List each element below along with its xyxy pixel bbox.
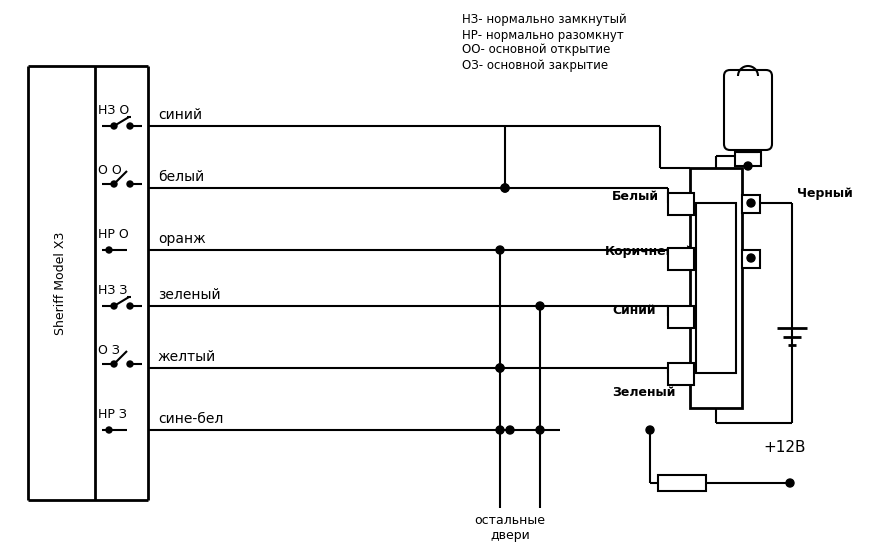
Circle shape (106, 427, 112, 433)
Circle shape (106, 247, 112, 253)
Text: НР З: НР З (98, 408, 127, 421)
Circle shape (496, 364, 504, 372)
Bar (668, 306, 694, 328)
Circle shape (111, 123, 117, 129)
Bar (739, 142, 757, 152)
FancyBboxPatch shape (724, 70, 772, 150)
Text: НЗ З: НЗ З (98, 285, 127, 297)
Text: О О: О О (98, 163, 122, 176)
Text: Коричневый: Коричневый (605, 246, 694, 258)
Circle shape (786, 479, 794, 487)
Text: остальные: остальные (475, 513, 545, 527)
Text: желтый: желтый (158, 350, 217, 364)
Text: НЗ- нормально замкнутый: НЗ- нормально замкнутый (462, 13, 627, 26)
Text: двери: двери (490, 530, 530, 542)
Text: НР О: НР О (98, 228, 129, 242)
Bar (668, 248, 694, 270)
Text: Белый: Белый (612, 190, 659, 204)
Text: Синий: Синий (612, 304, 656, 316)
Bar (668, 193, 694, 215)
Bar (668, 363, 694, 385)
Bar (690, 168, 742, 408)
Text: +12В: +12В (764, 440, 806, 455)
Circle shape (127, 181, 133, 187)
Circle shape (506, 426, 514, 434)
Circle shape (496, 246, 504, 254)
Text: оранж: оранж (158, 232, 206, 246)
Bar (742, 195, 760, 213)
Circle shape (496, 426, 504, 434)
Text: ОЗ- основной закрытие: ОЗ- основной закрытие (462, 59, 608, 71)
Text: НР- нормально разомкнут: НР- нормально разомкнут (462, 28, 624, 41)
Circle shape (111, 303, 117, 309)
Text: синий: синий (158, 108, 202, 122)
Text: белый: белый (158, 170, 204, 184)
Circle shape (646, 426, 654, 434)
Circle shape (127, 303, 133, 309)
Text: О З: О З (98, 344, 120, 357)
Text: Sheriff Model X3: Sheriff Model X3 (54, 232, 66, 335)
Circle shape (747, 199, 755, 207)
Circle shape (127, 361, 133, 367)
Circle shape (501, 184, 509, 192)
Bar (696, 203, 736, 373)
Circle shape (536, 302, 544, 310)
Circle shape (127, 123, 133, 129)
Text: ОО- основной открытие: ОО- основной открытие (462, 44, 610, 56)
Circle shape (496, 364, 504, 372)
Circle shape (536, 426, 544, 434)
Circle shape (111, 181, 117, 187)
Text: сине-бел: сине-бел (158, 412, 224, 426)
Text: зеленый: зеленый (158, 288, 221, 302)
Circle shape (501, 184, 509, 192)
Circle shape (747, 254, 755, 262)
Bar (735, 152, 761, 166)
Circle shape (744, 162, 752, 170)
Bar (742, 250, 760, 268)
Text: Зеленый: Зеленый (612, 387, 675, 400)
Text: НЗ О: НЗ О (98, 104, 129, 118)
Circle shape (111, 361, 117, 367)
Text: Черный: Черный (797, 186, 853, 200)
Bar (658, 475, 706, 491)
